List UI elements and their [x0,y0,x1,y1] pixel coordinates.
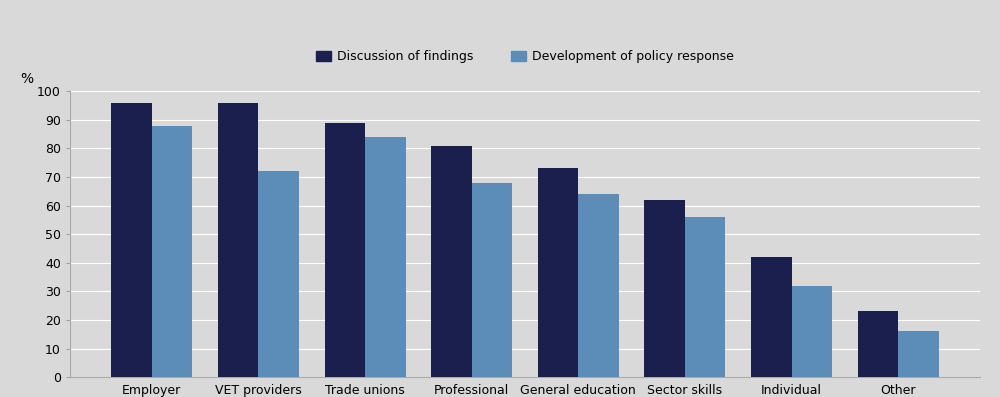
Bar [472,183,512,377]
Bar [898,331,939,377]
Bar [325,123,365,377]
Bar [431,146,472,377]
Bar [538,168,578,377]
Bar [792,286,832,377]
Bar [858,311,898,377]
Bar [644,200,685,377]
Legend: Discussion of findings, Development of policy response: Discussion of findings, Development of p… [311,45,739,68]
Bar [685,217,725,377]
Bar [152,125,192,377]
Bar [111,103,152,377]
Bar [751,257,792,377]
Bar [218,103,258,377]
Bar [578,194,619,377]
Text: %: % [20,71,33,86]
Bar [258,172,299,377]
Bar [365,137,406,377]
